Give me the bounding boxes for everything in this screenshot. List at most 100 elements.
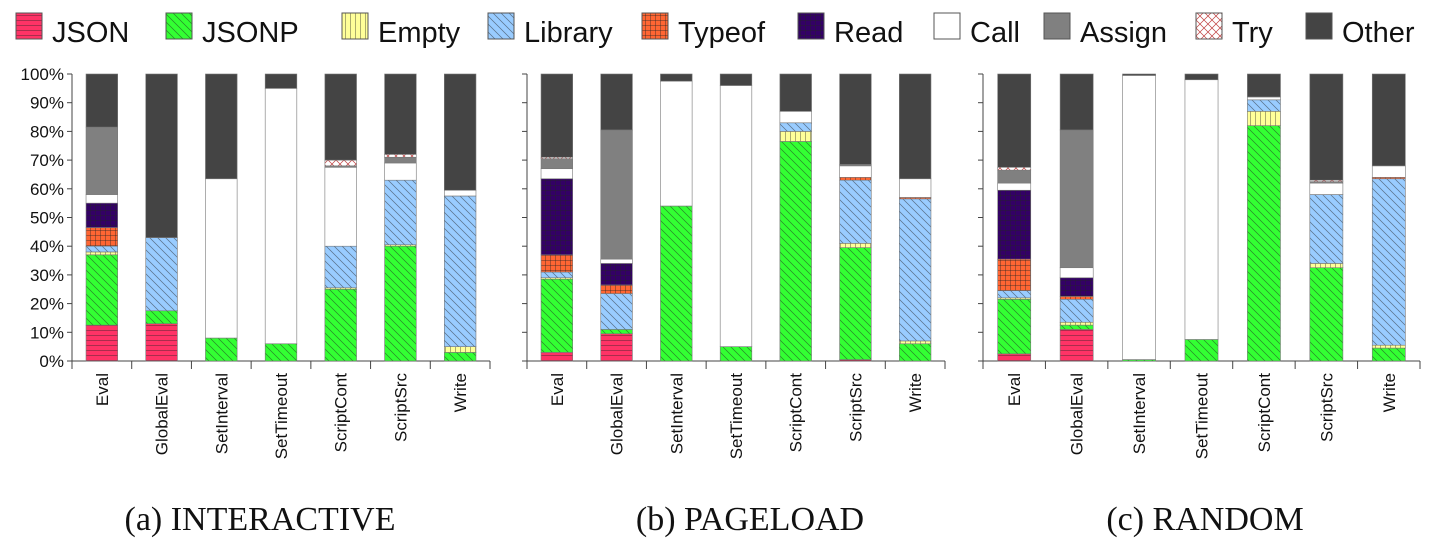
bar-segment-library (899, 198, 932, 342)
bar-segment-library (145, 237, 178, 312)
bar-segment-library (384, 179, 417, 246)
legend: JSON JSONP Empty Library Typeof Read Call Assig… (15, 12, 1415, 49)
bar-segment-other (1059, 73, 1094, 131)
bar-globaleval (600, 73, 633, 362)
x-tick-label: Write (1380, 373, 1399, 412)
panel-caption: (a) INTERACTIVE (125, 501, 396, 538)
y-tick-label: 60% (30, 180, 64, 199)
bar-segment-call (324, 166, 357, 247)
x-tick-label: ScriptCont (1255, 373, 1274, 453)
x-tick-label: ScriptCont (787, 373, 806, 453)
bar-segment-call (1122, 75, 1156, 360)
bar-segment-library (324, 245, 357, 289)
bar-segment-jsonp (324, 288, 357, 362)
y-tick-label: 40% (30, 237, 64, 256)
legend-swatch-call (933, 12, 961, 40)
bar-segment-other (540, 73, 573, 158)
legend-item-call: Call (933, 12, 1020, 49)
bar-segment-empty (1309, 263, 1344, 269)
legend-swatch-empty (341, 12, 369, 40)
x-tick-label: ScriptSrc (846, 373, 865, 442)
bar-segment-empty (1247, 111, 1281, 126)
bar-segment-empty (839, 243, 872, 248)
bar-segment-other (997, 73, 1032, 168)
bar-segment-other (85, 73, 118, 128)
bar-segment-other (1247, 73, 1281, 98)
bar-globaleval (1059, 73, 1094, 362)
bar-segment-library (997, 290, 1032, 299)
bar-segment-other (1122, 73, 1156, 76)
chart-panel-3: Eval GlobalEval SetInterval SetTimeout Scrip… (978, 73, 1421, 538)
legend-label-library: Library (524, 17, 613, 49)
bar-segment-jsonp (540, 278, 573, 353)
bar-segment-call (839, 165, 872, 178)
bar-segment-library (540, 271, 573, 279)
bar-segment-call (1184, 79, 1219, 340)
x-tick-label: GlobalEval (608, 373, 627, 455)
bar-segment-call (600, 258, 633, 264)
bar-segment-other (839, 73, 872, 165)
bar-segment-typeof (839, 177, 872, 181)
bar-segment-other (1371, 73, 1406, 167)
bar-segment-other (324, 73, 357, 161)
bar-segment-jsonp (779, 141, 812, 362)
x-tick-label: SetInterval (667, 373, 686, 454)
bar-segment-other (384, 73, 417, 155)
bar-settimeout (1184, 73, 1219, 362)
bar-segment-other (899, 73, 932, 180)
bar-segment-assign (600, 129, 633, 260)
bar-segment-other (660, 73, 693, 82)
bar-segment-empty (1059, 321, 1094, 326)
bar-segment-library (1371, 178, 1406, 346)
bar-segment-typeof (600, 284, 633, 294)
bar-segment-library (1309, 194, 1344, 264)
bar-eval (540, 73, 573, 362)
y-tick-label: 100% (21, 65, 64, 84)
bar-segment-other (600, 73, 633, 131)
bar-globaleval (145, 73, 178, 362)
bar-segment-call (1059, 267, 1094, 279)
bar-segment-call (719, 85, 753, 347)
x-tick-label: SetInterval (1130, 373, 1149, 454)
legend-item-other: Other (1305, 12, 1415, 49)
bar-segment-call (540, 168, 573, 180)
bar-segment-call (205, 178, 238, 339)
bar-segment-other (264, 73, 298, 89)
bar-segment-jsonp (899, 343, 932, 362)
bar-segment-call (444, 189, 477, 197)
legend-item-json: JSON (15, 12, 129, 49)
bar-scriptsrc (384, 73, 417, 362)
bar-segment-json (600, 333, 633, 362)
bar-segment-call (779, 111, 812, 124)
x-tick-label: SetTimeout (1193, 373, 1212, 460)
legend-label-call: Call (970, 17, 1020, 49)
bar-segment-typeof (540, 254, 573, 273)
bar-segment-assign (540, 158, 573, 170)
legend-item-jsonp: JSONP (165, 12, 299, 49)
bar-segment-try (324, 159, 357, 167)
bar-segment-other (444, 73, 477, 191)
bar-segment-call (85, 194, 118, 204)
bar-segment-library (1247, 99, 1281, 112)
bar-segment-jsonp (1059, 324, 1094, 330)
bar-segment-assign (997, 169, 1032, 184)
legend-label-typeof: Typeof (678, 17, 766, 49)
bar-settimeout (264, 73, 298, 362)
x-tick-label: SetInterval (212, 373, 231, 454)
bar-segment-call (1247, 96, 1281, 101)
bar-segment-read (1059, 277, 1094, 297)
legend-item-assign: Assign (1043, 12, 1167, 49)
bar-setinterval (1122, 73, 1156, 362)
legend-swatch-try (1195, 12, 1223, 40)
bar-segment-assign (1059, 129, 1094, 269)
bar-segment-jsonp (997, 298, 1032, 355)
bar-segment-jsonp (1184, 339, 1219, 362)
legend-label-json: JSON (52, 17, 129, 49)
bar-segment-jsonp (264, 343, 298, 362)
bar-scriptcont (1247, 73, 1281, 362)
legend-label-other: Other (1342, 17, 1415, 49)
bar-segment-read (85, 202, 118, 228)
legend-label-assign: Assign (1080, 17, 1167, 49)
x-tick-label: SetTimeout (272, 373, 291, 460)
bar-segment-empty (85, 251, 118, 256)
